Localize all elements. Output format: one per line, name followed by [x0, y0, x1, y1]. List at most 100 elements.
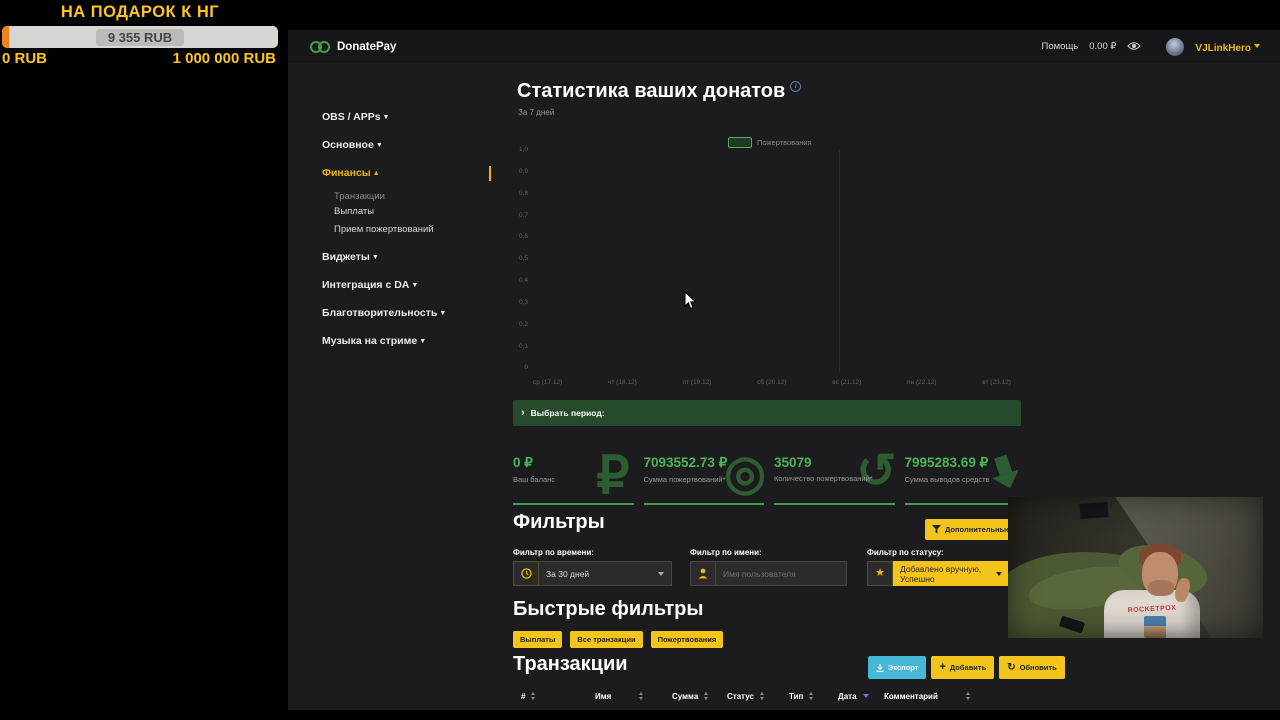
- chart-y-axis: 1,0 0,9 0,8 0,7 0,6 0,5 0,4 0,3 0,2 0,1 0: [518, 146, 528, 372]
- goal-max-label: 1 000 000 RUB: [172, 50, 276, 67]
- filter-name-input[interactable]: [716, 561, 847, 586]
- chevron-up-icon: ▲: [372, 170, 380, 177]
- legend-swatch: [728, 137, 752, 148]
- goal-progress-bar: 9 355 RUB: [2, 26, 278, 48]
- star-icon: ★: [867, 561, 893, 586]
- column-header-status[interactable]: Статус: [727, 692, 789, 701]
- add-button[interactable]: + Добавить: [931, 656, 995, 679]
- sidebar-item-accept-donations[interactable]: Прием пожертвований: [334, 224, 434, 235]
- person-icon: [690, 561, 716, 586]
- column-header-sum[interactable]: Сумма: [672, 692, 727, 701]
- webcam-person-beard: [1148, 580, 1174, 596]
- transactions-table-header: # Имя Сумма Статус Тип Дата Комментарий: [521, 688, 1033, 704]
- select-period-label: Выбрать период:: [530, 408, 605, 418]
- sidebar-item-da-integration[interactable]: Интеграция с DA ▼: [322, 279, 419, 291]
- sidebar-item-transactions[interactable]: Транзакции: [334, 191, 385, 202]
- column-header-number[interactable]: #: [521, 692, 595, 701]
- info-icon[interactable]: [790, 81, 802, 92]
- filter-time-group: За 30 дней: [513, 561, 672, 586]
- user-menu[interactable]: VJLinkHero: [1195, 38, 1260, 56]
- mouse-cursor: [684, 291, 697, 310]
- ruble-icon: ₽: [596, 448, 630, 505]
- quick-filter-all-button[interactable]: Все транзакции: [570, 631, 643, 648]
- column-header-name[interactable]: Имя: [595, 692, 672, 701]
- eye-icon[interactable]: [1127, 38, 1142, 56]
- donation-goal-widget: НА ПОДАРОК К НГ 9 355 RUB 0 RUB 1 000 00…: [0, 0, 280, 67]
- transactions-title: Транзакции: [513, 653, 628, 675]
- sort-icon: [531, 692, 536, 700]
- refresh-icon: ↺: [856, 448, 895, 498]
- balance-amount: 0.00 ₽: [1089, 41, 1117, 52]
- stat-card-withdrawn-sum: 7995283.69 ₽ Сумма выводов средств: [904, 448, 1025, 505]
- chart-gridline: [838, 150, 840, 372]
- webcam-overlay: ROCKETPOX: [1008, 497, 1263, 638]
- filter-name-group: [690, 561, 847, 586]
- chevron-down-icon: ▼: [382, 114, 390, 121]
- chart-legend[interactable]: Пожертвования: [728, 137, 812, 148]
- chevron-down-icon: ▼: [371, 254, 379, 261]
- filter-time-label: Фильтр по времени:: [513, 548, 594, 557]
- download-icon: [876, 663, 884, 672]
- sidebar-item-finance[interactable]: Финансы ▲: [322, 167, 380, 179]
- chevron-down-icon: ▼: [419, 338, 427, 345]
- chart-plot-area[interactable]: [533, 150, 1011, 372]
- username: VJLinkHero: [1195, 42, 1251, 54]
- chevron-down-icon: [658, 571, 664, 576]
- export-button[interactable]: Экспорт: [868, 656, 927, 679]
- funnel-icon: [932, 525, 941, 534]
- sidebar-item-main[interactable]: Основное ▼: [322, 139, 383, 151]
- sidebar-item-obs-apps[interactable]: OBS / APPs ▼: [322, 111, 390, 123]
- transactions-buttons: Экспорт + Добавить ↻ Обновить: [868, 656, 1065, 679]
- refresh-button[interactable]: ↻ Обновить: [999, 656, 1065, 679]
- filter-status-select[interactable]: Добавлено вручную, Успешно: [893, 561, 1010, 586]
- page-title: Статистика ваших донатов: [517, 80, 802, 103]
- sort-icon: [639, 692, 644, 700]
- refresh-icon: ↻: [1007, 661, 1016, 673]
- column-header-comment[interactable]: Комментарий: [884, 692, 979, 701]
- sidebar-item-stream-music[interactable]: Музыка на стриме ▼: [322, 335, 427, 347]
- sidebar-item-widgets[interactable]: Виджеты ▼: [322, 251, 379, 263]
- text-cursor: [489, 166, 491, 181]
- avatar[interactable]: [1166, 37, 1185, 56]
- webcam-vignette: [1008, 497, 1263, 638]
- filter-time-select[interactable]: За 30 дней: [539, 561, 672, 586]
- select-period-bar[interactable]: › Выбрать период:: [513, 400, 1021, 426]
- quick-filter-donations-button[interactable]: Пожертвования: [650, 631, 724, 648]
- sidebar-item-charity[interactable]: Благотворительность ▼: [322, 307, 447, 319]
- goal-current-amount: 9 355 RUB: [95, 28, 185, 46]
- plus-icon: +: [939, 661, 946, 673]
- stat-card-balance: ₽ 0 ₽ Ваш баланс: [513, 448, 634, 505]
- donatepay-logo[interactable]: DonatePay: [310, 40, 397, 53]
- stat-card-donation-sum: ◎ 7093552.73 ₽ Сумма пожертвований*: [643, 448, 764, 505]
- legend-label: Пожертвования: [757, 138, 812, 147]
- filter-status-label: Фильтр по статусу:: [867, 548, 944, 557]
- chevron-down-icon: [996, 571, 1002, 576]
- quick-filter-payouts-button[interactable]: Выплаты: [513, 631, 563, 648]
- clock-icon: [513, 561, 539, 586]
- filter-status-group: ★ Добавлено вручную, Успешно: [867, 561, 1010, 586]
- chevron-down-icon: ▼: [375, 142, 383, 149]
- brand-name: DonatePay: [337, 40, 397, 53]
- sidebar-item-payouts[interactable]: Выплаты: [334, 206, 375, 217]
- sort-icon: [704, 692, 709, 700]
- help-link[interactable]: Помощь: [1041, 41, 1079, 52]
- sort-icon: [809, 692, 814, 700]
- goal-progress-fill: [2, 26, 9, 48]
- stats-row: ₽ 0 ₽ Ваш баланс ◎ 7093552.73 ₽ Сумма по…: [513, 448, 1025, 505]
- sort-icon: [965, 692, 970, 700]
- goal-min-label: 0 RUB: [2, 50, 48, 67]
- sort-icon: [759, 692, 764, 700]
- stat-card-donation-count: ↺ 35079 Количество пожертвований*: [774, 448, 895, 505]
- chevron-down-icon: ▼: [411, 282, 419, 289]
- site-header: DonatePay Помощь 0.00 ₽ VJLinkHero: [288, 30, 1280, 63]
- column-header-date[interactable]: Дата: [838, 692, 884, 701]
- column-header-type[interactable]: Тип: [789, 692, 838, 701]
- chevron-down-icon: ▼: [439, 310, 447, 317]
- chart-x-axis: ср (17.12) чт (18.12) пт (19.12) сб (20.12…: [533, 379, 1011, 386]
- page-subtitle: За 7 дней: [518, 108, 555, 117]
- sort-desc-icon: [862, 694, 869, 698]
- filters-title: Фильтры: [513, 511, 605, 533]
- chain-link-icon: [310, 40, 331, 53]
- chevron-down-icon: [1254, 44, 1260, 49]
